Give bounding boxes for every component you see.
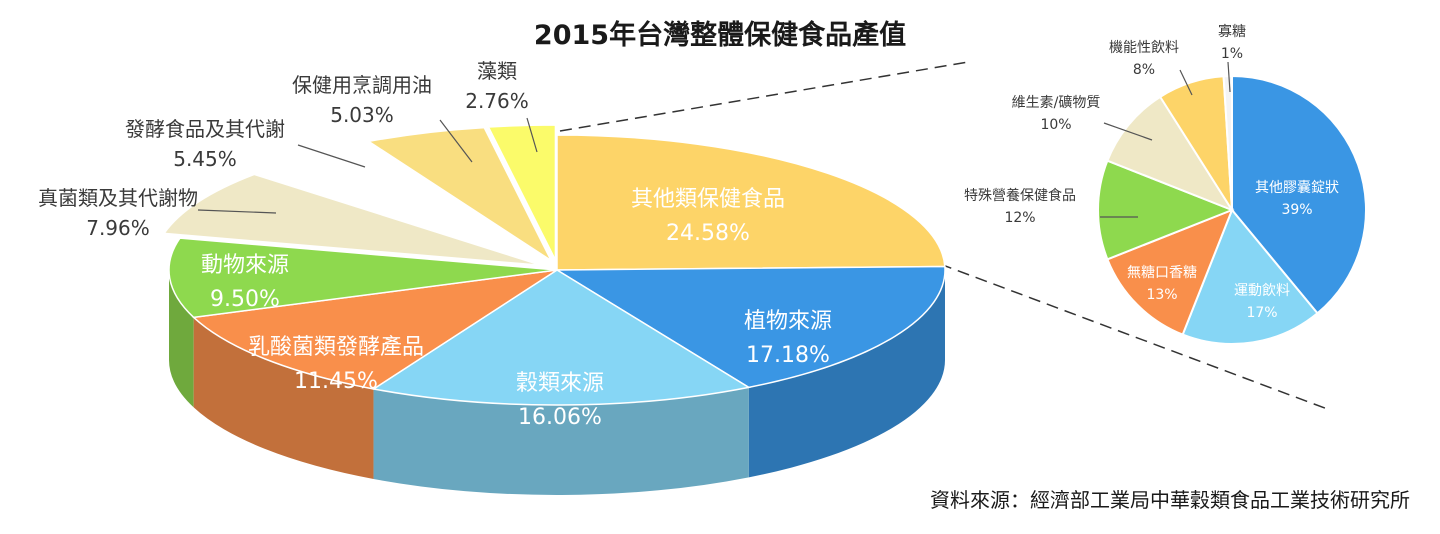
slice-label-name: 機能性飲料 — [1109, 40, 1179, 56]
leader-line — [526, 117, 538, 153]
main-pie-slice — [168, 237, 558, 319]
source-note: 資料來源：經濟部工業局中華穀類食品工業技術研究所 — [930, 488, 1410, 512]
detail-pie — [1097, 74, 1367, 345]
main-pie-slice — [487, 124, 557, 261]
slice-label-value: 5.45% — [173, 147, 237, 171]
slice-label-value: 10% — [1040, 117, 1071, 133]
detail-pie-slice — [1106, 208, 1234, 336]
detail-pie-slice — [1231, 74, 1367, 315]
detail-pie-slice — [1097, 159, 1235, 261]
main-pie-slice — [371, 269, 751, 406]
slice-label-value: 2.76% — [465, 89, 529, 113]
slice-labels: 其他類保健食品 24.58% 植物來源 17.18% 穀類來源 16.06% 乳酸菌類發酵產… — [38, 23, 1339, 430]
slice-label-name: 穀類來源 — [516, 371, 604, 396]
slice-label-name: 其他膠囊錠狀 — [1255, 179, 1339, 196]
slice-label-value: 8% — [1133, 62, 1155, 78]
slice-label-name: 維生素/礦物質 — [1012, 94, 1101, 111]
main-pie-side — [169, 270, 194, 408]
slice-label-name: 真菌類及其代謝物 — [38, 186, 198, 210]
main-pie-slice — [192, 269, 558, 390]
leader-line — [1103, 122, 1153, 141]
leader-line — [439, 119, 473, 163]
slice-label-value: 13% — [1146, 287, 1177, 303]
slice-label-name: 藻類 — [477, 59, 517, 83]
slice-label-value: 16.06% — [518, 405, 602, 430]
main-pie-slice — [256, 142, 547, 263]
slice-label-name: 植物來源 — [744, 309, 832, 334]
slice-label-value: 11.45% — [294, 369, 378, 394]
leader-line — [297, 144, 366, 168]
slice-label-name: 其他類保健食品 — [631, 187, 785, 212]
slice-label-name: 無糖口香糖 — [1127, 265, 1197, 281]
main-pie-side — [373, 387, 749, 496]
slice-label-name: 保健用烹調用油 — [292, 73, 432, 97]
main-pie-slice — [554, 265, 946, 389]
main-pie-slice — [366, 126, 554, 263]
leader-line — [1179, 69, 1193, 96]
slice-label-value: 1% — [1221, 46, 1243, 62]
leader-line — [1227, 61, 1231, 93]
slice-label-value: 7.96% — [86, 216, 150, 240]
leader-line — [197, 209, 277, 214]
slice-label-value: 17.18% — [746, 343, 830, 368]
slice-label-value: 12% — [1004, 210, 1035, 226]
detail-pie-slice — [1181, 208, 1319, 345]
main-pie-slice — [162, 173, 542, 267]
detail-pie-slice — [1222, 74, 1233, 211]
main-pie — [162, 124, 946, 496]
slice-label-name: 寡糖 — [1218, 23, 1246, 40]
slice-label-value: 9.50% — [210, 287, 280, 312]
slice-label-value: 5.03% — [330, 103, 394, 127]
slice-label-name: 乳酸菌類發酵產品 — [248, 335, 424, 360]
slice-label-value: 24.58% — [666, 221, 750, 246]
main-pie-slice — [556, 134, 946, 271]
detail-pie-slice — [1106, 95, 1235, 213]
slice-label-name: 特殊營養保健食品 — [964, 187, 1076, 204]
slice-label-name: 發酵食品及其代謝 — [125, 117, 285, 141]
slice-label-name: 運動飲料 — [1234, 283, 1290, 299]
main-pie-side — [748, 270, 945, 478]
slice-label-value: 17% — [1246, 305, 1277, 321]
slice-label-name: 動物來源 — [201, 253, 289, 278]
slice-label-value: 39% — [1281, 202, 1312, 218]
chart-title: 2015年台灣整體保健食品產值 — [534, 19, 906, 51]
connector-lines — [559, 61, 1331, 411]
main-pie-side — [193, 317, 374, 479]
